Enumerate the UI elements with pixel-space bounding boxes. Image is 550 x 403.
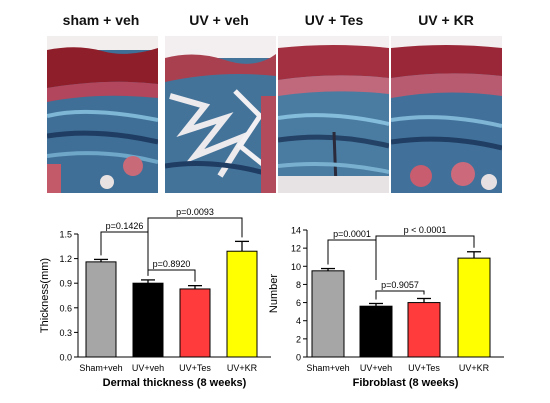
bar-UV+veh xyxy=(132,282,164,358)
p-value-label: p=0.0093 xyxy=(176,207,214,217)
bar-UV+Tes xyxy=(407,302,441,358)
y-tick-label: 4 xyxy=(296,316,301,326)
significance-bracket xyxy=(147,269,196,282)
x-tick-label: UV+Tes xyxy=(179,363,211,373)
p-value-label: p=0.9057 xyxy=(381,280,419,290)
x-tick-label: UV+KR xyxy=(227,363,258,373)
panel-label-sham-veh: sham + veh xyxy=(62,12,140,28)
y-tick-label: 0 xyxy=(296,353,301,363)
y-tick-label: 2 xyxy=(296,334,301,344)
significance-bracket xyxy=(375,235,475,276)
p-value-label: p=0.1426 xyxy=(106,221,144,231)
x-tick-label: UV+Tes xyxy=(408,363,440,373)
bar-Sham+veh xyxy=(311,270,345,358)
y-axis-title: Number xyxy=(268,274,280,313)
x-tick-label: UV+KR xyxy=(459,363,490,373)
y-tick-label: 10 xyxy=(291,262,301,272)
x-axis-title: Fibroblast (8 weeks) xyxy=(353,377,459,389)
y-tick-label: 0.0 xyxy=(59,353,72,363)
y-tick-label: 12 xyxy=(291,244,301,254)
x-tick-label: Sham+veh xyxy=(79,363,122,373)
x-axis-title: Dermal thickness (8 weeks) xyxy=(103,377,247,389)
y-tick-label: 0.9 xyxy=(59,279,72,289)
bar-Sham+veh xyxy=(85,261,117,358)
y-tick-label: 6 xyxy=(296,298,301,308)
x-tick-label: UV+veh xyxy=(132,363,164,373)
panel-label-uv-veh: UV + veh xyxy=(189,12,249,28)
x-tick-label: Sham+veh xyxy=(306,363,349,373)
histology-photo-sham-veh xyxy=(47,36,158,193)
y-tick-label: 0.3 xyxy=(59,328,72,338)
bar-UV+Tes xyxy=(179,288,211,358)
histology-photo-uv-veh xyxy=(165,36,276,193)
p-value-label: p=0.0001 xyxy=(333,229,371,239)
p-value-label: p < 0.0001 xyxy=(404,225,447,235)
bar-UV+veh xyxy=(359,305,393,358)
x-tick-label: UV+veh xyxy=(360,363,392,373)
y-tick-label: 1.2 xyxy=(59,254,72,264)
bar-UV+KR xyxy=(457,257,491,358)
histology-photo-uv-tes xyxy=(278,36,389,193)
histology-photo-uv-kr xyxy=(391,36,502,193)
y-tick-label: 1.5 xyxy=(59,230,72,240)
panel-label-uv-kr: UV + KR xyxy=(418,12,474,28)
y-tick-label: 0.6 xyxy=(59,303,72,313)
p-value-label: p=0.8920 xyxy=(153,259,191,269)
y-tick-label: 14 xyxy=(291,226,301,236)
significance-bracket xyxy=(375,290,425,300)
significance-bracket xyxy=(147,217,243,258)
panel-label-uv-tes: UV + Tes xyxy=(304,12,364,28)
y-axis-title: Thickness(mm) xyxy=(39,258,51,333)
y-tick-label: 8 xyxy=(296,280,301,290)
bar-UV+KR xyxy=(226,250,258,358)
